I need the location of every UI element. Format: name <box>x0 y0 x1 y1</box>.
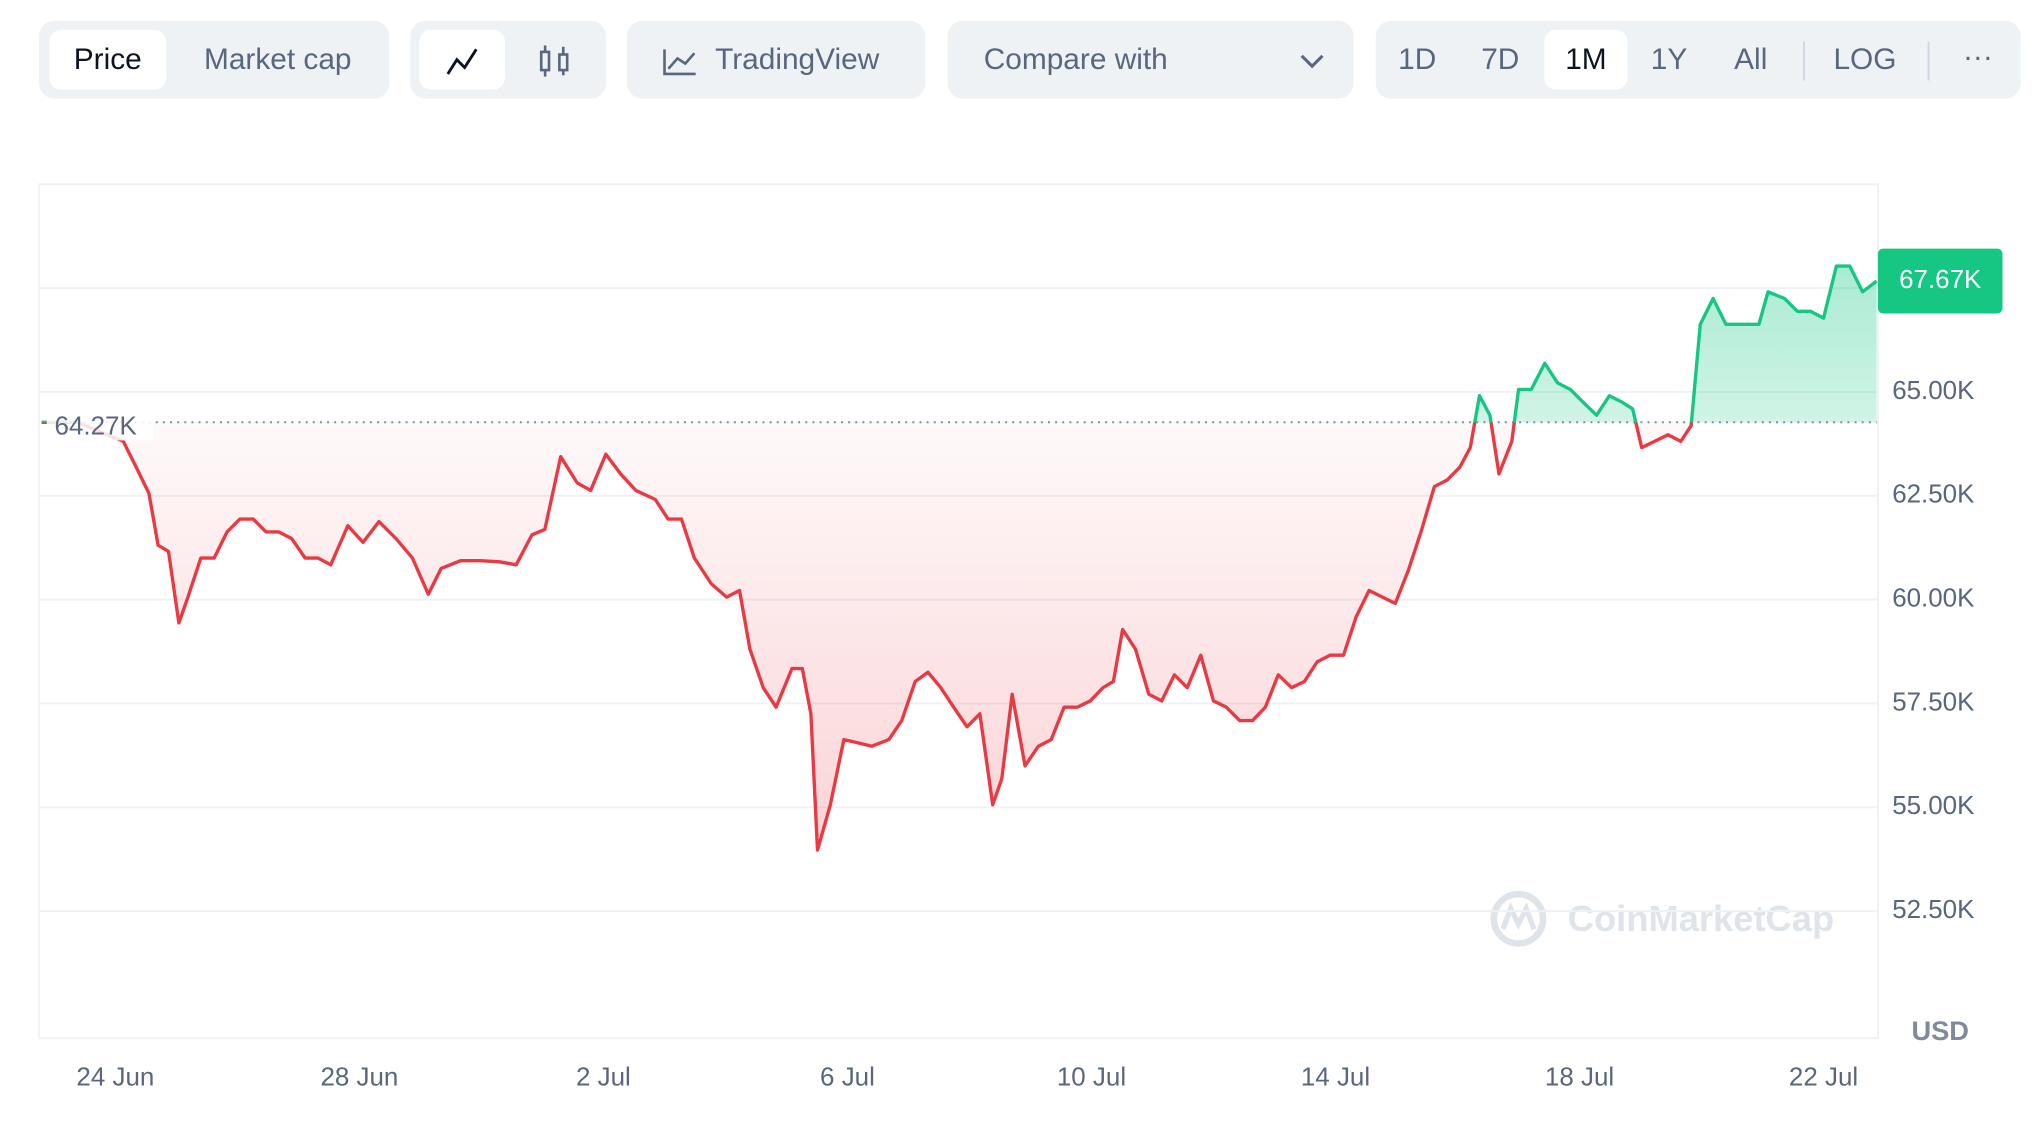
active-range <box>1544 29 1628 90</box>
price-tag <box>1877 248 2003 314</box>
line-chart-button[interactable] <box>419 29 505 90</box>
currency-label: USD <box>1911 1015 1969 1046</box>
price-area <box>41 266 1877 851</box>
x-tick-label: 18 Jul <box>1545 1063 1614 1091</box>
range-1d[interactable]: 1D <box>1398 43 1436 76</box>
y-tick-label: 55.00K <box>1892 792 1975 820</box>
plot-border <box>38 183 1879 1040</box>
x-tick-label: 24 Jun <box>76 1063 154 1091</box>
y-tick-label: 62.50K <box>1892 481 1975 509</box>
tradingview-label[interactable]: TradingView <box>715 43 880 76</box>
line-icon <box>446 48 478 75</box>
x-tick-label: 6 Jul <box>820 1063 875 1091</box>
y-tick-label: 65.00K <box>1892 377 1975 405</box>
price-line <box>41 264 1878 852</box>
range-7d[interactable]: 7D <box>1481 43 1519 76</box>
x-tick-label: 2 Jul <box>576 1063 631 1091</box>
price-tag-label: 67.67K <box>1899 266 1982 294</box>
more-button[interactable]: ··· <box>1963 40 1993 73</box>
x-tick-label: 28 Jun <box>320 1063 398 1091</box>
baseline-label-bg <box>46 404 154 441</box>
range-1m[interactable]: 1M <box>1565 43 1606 76</box>
x-tick-label: 10 Jul <box>1057 1063 1126 1091</box>
tradingview-icon <box>663 49 696 76</box>
tab-price[interactable]: Price <box>74 43 142 76</box>
x-tick-label: 22 Jul <box>1789 1063 1858 1091</box>
range-all[interactable]: All <box>1734 43 1767 76</box>
y-tick-label: 57.50K <box>1892 688 1975 716</box>
tradingview-button[interactable] <box>626 20 926 99</box>
compare-label[interactable]: Compare with <box>984 43 1168 76</box>
range-1y[interactable]: 1Y <box>1651 43 1688 76</box>
active-tab <box>49 29 167 90</box>
toolbar: Price Market cap TradingView Compare wit… <box>38 20 2021 99</box>
baseline-label: 64.27K <box>55 412 138 440</box>
tab-market-cap[interactable]: Market cap <box>204 43 352 76</box>
log-toggle[interactable]: LOG <box>1833 43 1896 76</box>
watermark-text: CoinMarketCap <box>1568 898 1834 939</box>
y-tick-label: 52.50K <box>1892 896 1975 924</box>
chevron <box>1300 54 1324 69</box>
compare-dropdown[interactable] <box>947 20 1354 99</box>
y-tick-label: 60.00K <box>1892 584 1975 612</box>
watermark: CoinMarketCap <box>1490 890 1834 947</box>
x-tick-label: 14 Jul <box>1301 1063 1370 1091</box>
candle-icon[interactable] <box>539 45 569 77</box>
range-group <box>1375 20 2021 99</box>
